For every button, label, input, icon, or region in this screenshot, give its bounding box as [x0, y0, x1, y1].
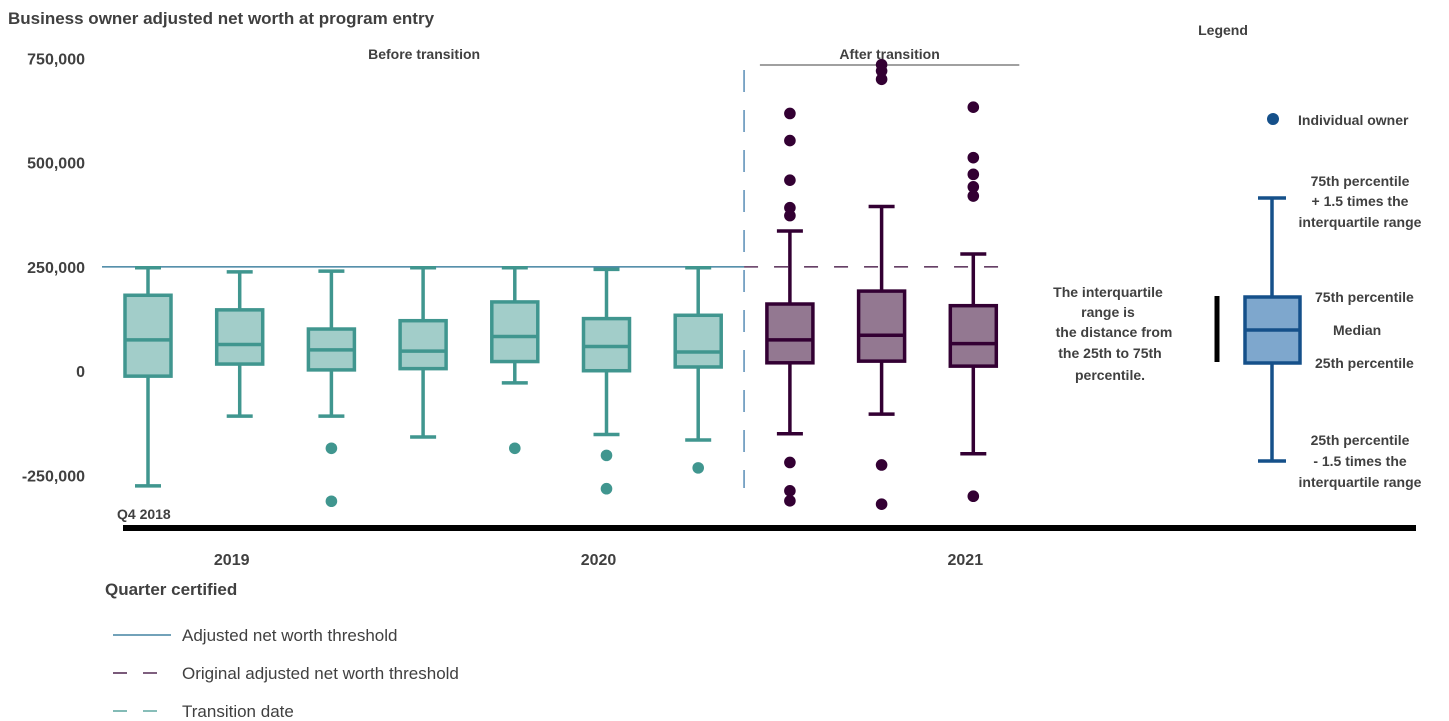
outlier-point	[967, 181, 980, 193]
box-legend: Legend Individual owner 75th percentile …	[1053, 22, 1422, 490]
line-legend: Adjusted net worth threshold Original ad…	[113, 626, 459, 721]
legend-iqr-note-line-4: the 25th to 75th	[1058, 345, 1161, 361]
box-q3-2019	[398, 265, 448, 439]
iqr-box	[581, 316, 632, 373]
legend-owner-dot	[1267, 113, 1279, 125]
outlier-point	[784, 209, 796, 222]
box-q1-2019	[214, 270, 265, 418]
outlier-point	[967, 151, 980, 164]
box-q2-2019	[306, 269, 357, 508]
legend-lower-whisker-line-1: 25th percentile	[1311, 432, 1410, 448]
outlier-point	[967, 490, 980, 503]
iqr-box	[856, 289, 907, 363]
legend-upper-whisker-line-2: + 1.5 times the	[1312, 193, 1409, 209]
y-tick-label: 0	[76, 364, 85, 381]
legend-upper-whisker-line-1: 75th percentile	[1311, 173, 1410, 189]
iqr-box	[490, 300, 540, 364]
reference-lines	[102, 70, 1006, 488]
x-year-label: 2019	[214, 552, 250, 569]
legend-q1-label: 25th percentile	[1315, 355, 1414, 371]
iqr-box	[765, 302, 815, 365]
y-tick-label: 500,000	[27, 156, 85, 173]
segment-after-label: After transition	[839, 46, 939, 62]
y-tick-label: -250,000	[22, 468, 85, 485]
outlier-point	[325, 495, 338, 508]
legend-threshold-label: Adjusted net worth threshold	[182, 626, 397, 645]
iqr-box	[398, 318, 448, 371]
legend-transition-label: Transition date	[182, 702, 294, 721]
iqr-box	[948, 303, 999, 368]
outlier-point	[692, 462, 704, 474]
x-axis-year-labels: 2019 2020 2021	[214, 552, 983, 569]
y-tick-label: 250,000	[27, 260, 85, 277]
outlier-point	[875, 498, 888, 510]
outlier-point	[967, 168, 980, 181]
legend-original-threshold-label: Original adjusted net worth threshold	[182, 664, 459, 683]
legend-owner-label: Individual owner	[1298, 112, 1409, 128]
outlier-point	[784, 456, 796, 469]
x-year-label: 2021	[948, 552, 984, 569]
outlier-point	[875, 65, 888, 77]
iqr-box	[214, 308, 265, 366]
box-q4-2019	[490, 265, 540, 455]
outlier-point	[784, 495, 796, 507]
box-series	[123, 58, 999, 510]
box-q1-2020	[581, 267, 632, 495]
iqr-box	[123, 293, 173, 378]
outlier-point	[784, 107, 796, 120]
legend-title: Legend	[1198, 22, 1248, 38]
legend-upper-whisker-line-3: interquartile range	[1299, 214, 1422, 230]
outlier-point	[967, 101, 980, 114]
legend-lower-whisker-line-2: - 1.5 times the	[1313, 453, 1407, 469]
chart-title: Business owner adjusted net worth at pro…	[8, 9, 435, 28]
outlier-point	[325, 442, 338, 455]
legend-iqr-note-line-5: percentile.	[1075, 367, 1145, 383]
x-axis-title: Quarter certified	[105, 580, 237, 599]
legend-lower-whisker-line-3: interquartile range	[1299, 474, 1422, 490]
legend-median-label: Median	[1333, 322, 1381, 338]
legend-iqr-note-line-1: The interquartile	[1053, 284, 1163, 300]
y-axis-ticks: 750,000 500,000 250,000 0 -250,000	[22, 51, 85, 485]
legend-q3-label: 75th percentile	[1315, 289, 1414, 305]
outlier-point	[875, 459, 888, 471]
x-year-label: 2020	[581, 552, 617, 569]
first-quarter-label: Q4 2018	[117, 506, 171, 522]
box-q4-2020	[856, 58, 907, 510]
outlier-point	[784, 174, 796, 186]
box-q4-2018	[123, 265, 173, 488]
y-tick-label: 750,000	[27, 51, 85, 68]
box-q1-2021	[948, 101, 999, 503]
outlier-point	[509, 442, 521, 455]
legend-iqr-note-line-2: range is	[1081, 304, 1135, 320]
outlier-point	[600, 482, 613, 495]
box-q2-2020	[673, 265, 723, 474]
box-q3-2020	[765, 107, 815, 507]
outlier-point	[600, 449, 613, 462]
legend-iqr-note-line-3: the distance from	[1056, 324, 1173, 340]
period-segments: Before transition After transition	[368, 46, 1020, 66]
iqr-box	[673, 313, 723, 369]
outlier-point	[875, 73, 888, 86]
outlier-point	[784, 485, 796, 497]
outlier-point	[784, 134, 796, 147]
segment-before-label: Before transition	[368, 46, 480, 62]
outlier-point	[967, 190, 980, 202]
